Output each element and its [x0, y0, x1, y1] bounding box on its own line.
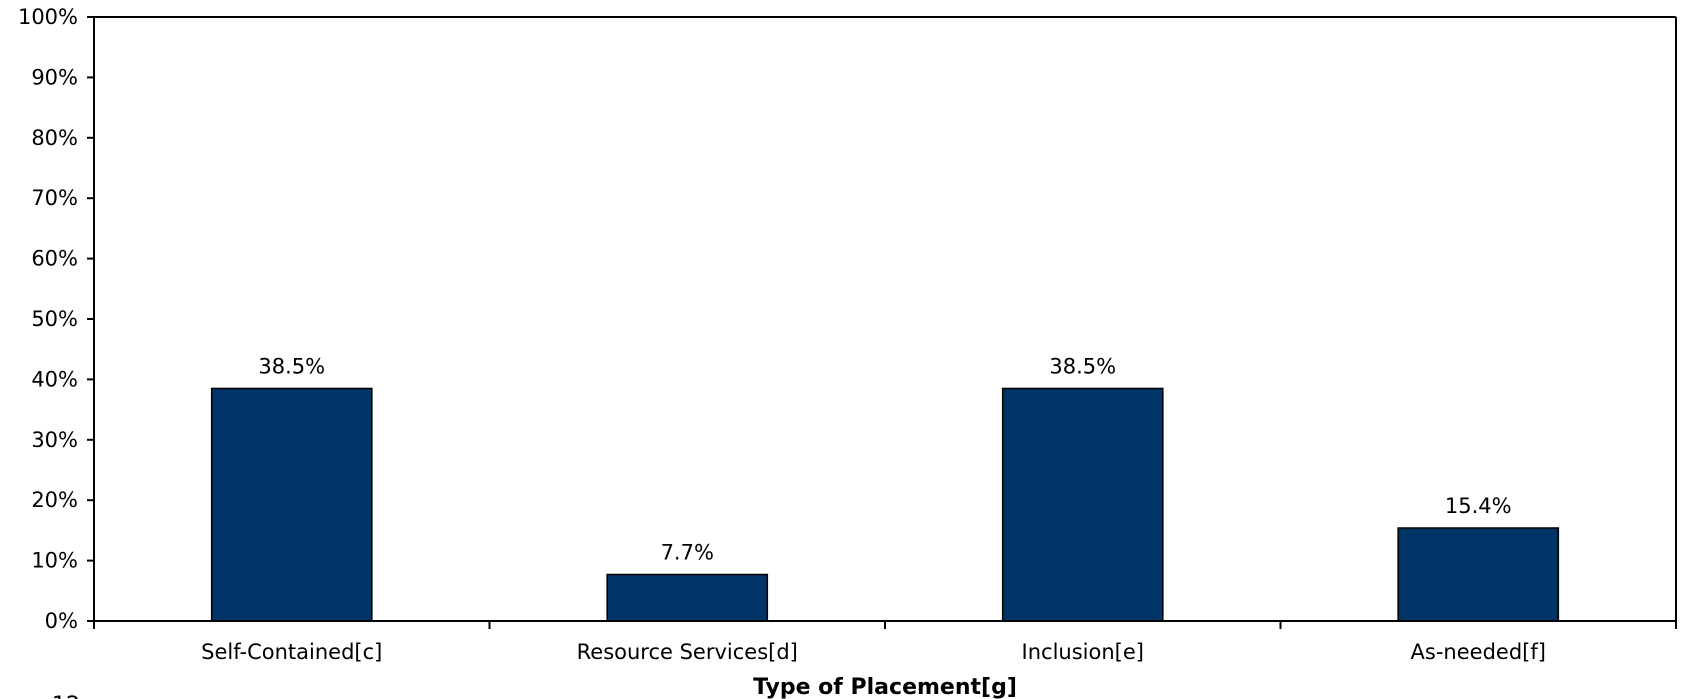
- x-axis-ticks: Self-Contained[c] Resource Services[d] Inc…: [93, 621, 1677, 664]
- page-number: 12: [52, 693, 80, 699]
- y-tick-label: 90%: [31, 65, 78, 89]
- x-tick-label: Resource Services[d]: [577, 640, 798, 664]
- data-label: 15.4%: [1445, 494, 1512, 518]
- y-tick-label: 0%: [45, 609, 78, 633]
- y-tick-label: 10%: [31, 549, 78, 573]
- data-label: 7.7%: [661, 540, 714, 564]
- x-axis-title: Type of Placement[g]: [753, 675, 1017, 699]
- bar: [210, 387, 373, 622]
- y-tick-label: 50%: [31, 307, 78, 331]
- x-tick-label: Inclusion[e]: [1022, 640, 1144, 664]
- y-tick-label: 30%: [31, 428, 78, 452]
- y-tick-label: 70%: [31, 186, 78, 210]
- y-axis-ticks: 0% 10% 20% 30% 40% 50% 60% 70% 80% 90% 100%: [18, 5, 94, 633]
- data-label: 38.5%: [1049, 354, 1116, 378]
- data-labels: 38.5% 7.7% 38.5% 15.4%: [258, 354, 1511, 564]
- y-tick-label: 40%: [31, 367, 78, 391]
- bar: [606, 573, 769, 622]
- x-tick-label: As-needed[f]: [1411, 640, 1546, 664]
- y-tick-label: 20%: [31, 488, 78, 512]
- bar-series: [210, 387, 1560, 622]
- data-label: 38.5%: [258, 354, 325, 378]
- x-tick-label: Self-Contained[c]: [201, 640, 382, 664]
- y-tick-label: 80%: [31, 126, 78, 150]
- bar: [1001, 387, 1164, 622]
- bar: [1397, 527, 1560, 622]
- y-tick-label: 60%: [31, 247, 78, 271]
- y-tick-label: 100%: [18, 5, 78, 29]
